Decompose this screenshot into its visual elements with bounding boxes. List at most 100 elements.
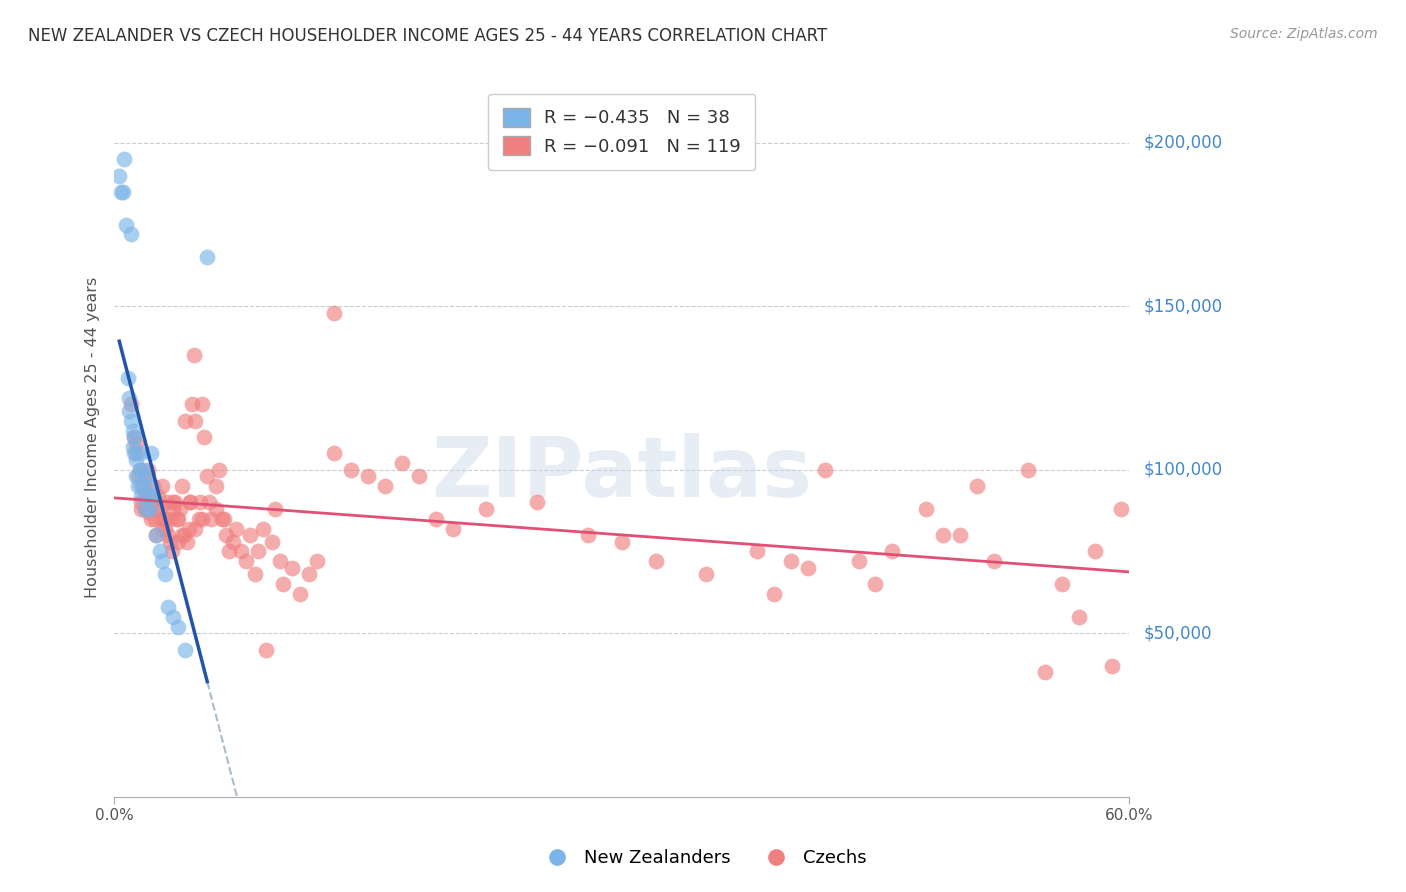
Point [695, 567, 717, 582]
Point [323, 306, 346, 320]
Point [181, 397, 204, 411]
Point [110, 185, 132, 199]
Point [198, 495, 221, 509]
Point [108, 169, 131, 183]
Point [138, 489, 160, 503]
Point [408, 469, 430, 483]
Point [141, 479, 163, 493]
Point [120, 414, 142, 428]
Point [298, 567, 321, 582]
Point [128, 463, 150, 477]
Point [170, 528, 193, 542]
Point [218, 544, 240, 558]
Point [1084, 544, 1107, 558]
Point [129, 489, 152, 503]
Point [132, 479, 155, 493]
Point [204, 502, 226, 516]
Point [848, 554, 870, 568]
Text: NEW ZEALANDER VS CZECH HOUSEHOLDER INCOME AGES 25 - 44 YEARS CORRELATION CHART: NEW ZEALANDER VS CZECH HOUSEHOLDER INCOM… [28, 27, 827, 45]
Point [121, 440, 143, 454]
Point [125, 446, 148, 460]
Point [204, 479, 226, 493]
Point [441, 522, 464, 536]
Point [1109, 502, 1132, 516]
Text: $100,000: $100,000 [1143, 461, 1222, 479]
Point [762, 587, 785, 601]
Point [157, 528, 180, 542]
Point [121, 424, 143, 438]
Point [160, 544, 183, 558]
Point [162, 610, 184, 624]
Point [184, 522, 207, 536]
Point [170, 479, 193, 493]
Point [162, 502, 184, 516]
Point [159, 512, 181, 526]
Point [475, 502, 498, 516]
Text: ZIPatlas: ZIPatlas [432, 433, 813, 514]
Point [238, 528, 260, 542]
Point [252, 522, 274, 536]
Point [1017, 463, 1039, 477]
Point [256, 642, 278, 657]
Point [127, 479, 149, 493]
Point [149, 502, 172, 516]
Point [148, 489, 170, 503]
Point [125, 469, 148, 483]
Point [1101, 659, 1123, 673]
Point [273, 577, 295, 591]
Point [949, 528, 972, 542]
Point [221, 534, 243, 549]
Point [141, 512, 163, 526]
Point [780, 554, 803, 568]
Point [120, 227, 142, 242]
Point [111, 185, 134, 199]
Point [145, 528, 167, 542]
Point [127, 469, 149, 483]
Point [135, 469, 157, 483]
Point [932, 528, 955, 542]
Point [150, 522, 173, 536]
Point [150, 554, 173, 568]
Point [167, 512, 190, 526]
Point [187, 512, 209, 526]
Point [176, 534, 198, 549]
Point [169, 502, 191, 516]
Point [117, 371, 139, 385]
Point [1033, 665, 1056, 680]
Point [212, 512, 235, 526]
Point [264, 502, 287, 516]
Point [1067, 610, 1090, 624]
Point [118, 391, 141, 405]
Point [797, 561, 820, 575]
Point [246, 544, 269, 558]
Point [145, 528, 167, 542]
Point [225, 522, 247, 536]
Point [269, 554, 291, 568]
Point [136, 489, 159, 503]
Point [215, 528, 238, 542]
Point [173, 528, 195, 542]
Point [134, 489, 156, 503]
Point [307, 554, 329, 568]
Point [125, 436, 148, 450]
Point [112, 152, 135, 166]
Point [191, 512, 214, 526]
Point [644, 554, 666, 568]
Point [153, 522, 176, 536]
Point [124, 430, 146, 444]
Point [193, 430, 215, 444]
Point [290, 587, 312, 601]
Point [357, 469, 380, 483]
Point [195, 469, 218, 483]
Legend: New Zealanders, Czechs: New Zealanders, Czechs [531, 842, 875, 874]
Text: $50,000: $50,000 [1143, 624, 1212, 642]
Point [882, 544, 904, 558]
Point [915, 502, 938, 516]
Point [128, 446, 150, 460]
Point [124, 430, 146, 444]
Point [281, 561, 304, 575]
Point [142, 479, 165, 493]
Point [145, 502, 167, 516]
Point [141, 446, 163, 460]
Point [425, 512, 447, 526]
